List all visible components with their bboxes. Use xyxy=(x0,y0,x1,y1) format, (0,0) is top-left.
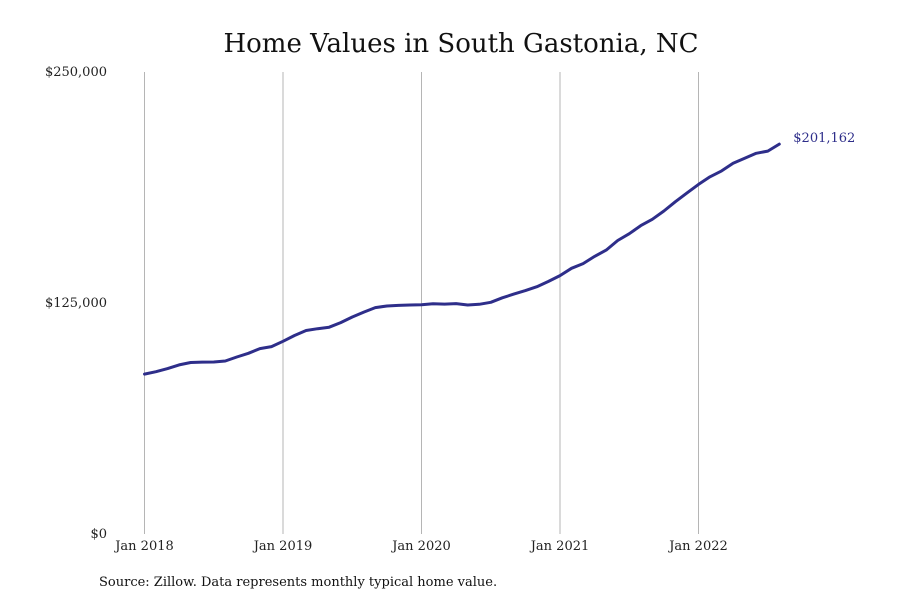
source-note: Source: Zillow. Data represents monthly … xyxy=(99,575,497,590)
end-value-label: $201,162 xyxy=(793,131,855,146)
y-axis-ticks: $0 $125,000 $250,000 xyxy=(45,65,107,542)
x-axis-ticks: Jan 2018 Jan 2019 Jan 2020 Jan 2021 Jan 2022 xyxy=(113,539,728,554)
x-tick-label: Jan 2020 xyxy=(390,539,451,554)
y-tick-label: $0 xyxy=(90,527,107,542)
series-line-home-value xyxy=(143,142,781,376)
y-tick-label: $250,000 xyxy=(45,65,107,80)
chart-title: Home Values in South Gastonia, NC xyxy=(223,29,698,59)
x-tick-label: Jan 2022 xyxy=(667,539,728,554)
x-tick-label: Jan 2019 xyxy=(252,539,313,554)
y-tick-label: $125,000 xyxy=(45,296,107,311)
x-tick-label: Jan 2021 xyxy=(529,539,590,554)
gridlines xyxy=(144,72,699,534)
x-tick-label: Jan 2018 xyxy=(113,539,174,554)
